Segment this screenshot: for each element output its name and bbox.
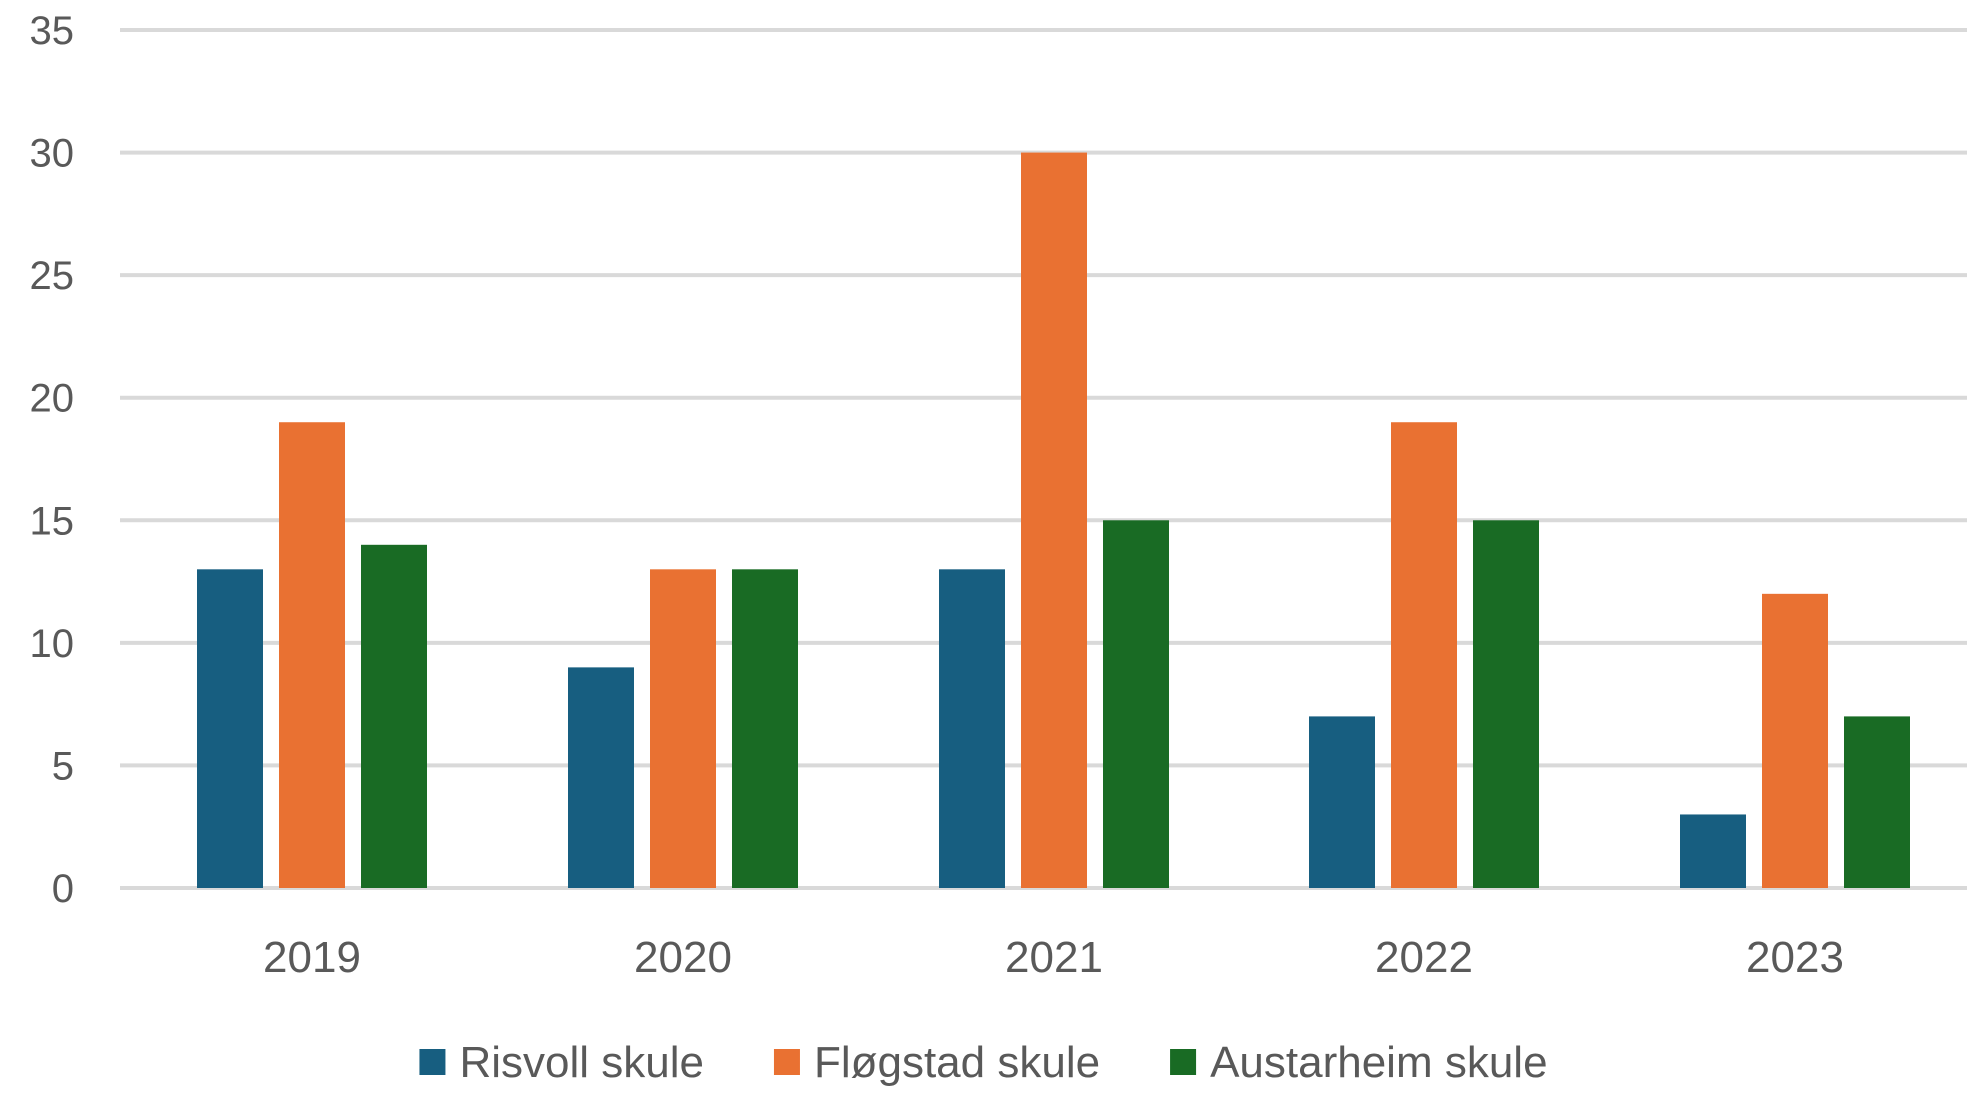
y-tick-label: 15 xyxy=(30,499,75,543)
bar-fl-gstad-skule-2020 xyxy=(650,569,716,888)
bar-austarheim-skule-2023 xyxy=(1844,716,1910,888)
legend-label-risvoll-skule: Risvoll skule xyxy=(459,1038,704,1087)
y-tick-label: 20 xyxy=(30,377,75,421)
legend-swatch-austarheim-skule xyxy=(1170,1049,1197,1075)
bar-austarheim-skule-2020 xyxy=(732,569,798,888)
y-axis-tick-labels: 0 5 10 15 20 25 30 35 xyxy=(30,9,75,911)
legend-label-fl-gstad-skule: Fløgstad skule xyxy=(814,1038,1100,1087)
legend-swatch-risvoll-skule xyxy=(419,1049,446,1075)
x-category-label: 2020 xyxy=(634,933,732,982)
bars xyxy=(197,152,1910,889)
bar-risvoll-skule-2023 xyxy=(1680,814,1746,888)
legend-swatch-fl-gstad-skule xyxy=(773,1049,800,1075)
legend: Risvoll skule Fløgstad skule Austarheim sk… xyxy=(419,1038,1548,1087)
y-tick-label: 5 xyxy=(52,744,74,788)
bar-fl-gstad-skule-2019 xyxy=(279,422,345,888)
x-category-label: 2023 xyxy=(1746,933,1844,982)
bar-risvoll-skule-2020 xyxy=(568,667,634,888)
y-tick-label: 30 xyxy=(30,132,75,176)
bar-fl-gstad-skule-2021 xyxy=(1021,152,1087,889)
bar-risvoll-skule-2021 xyxy=(939,569,1005,888)
bar-austarheim-skule-2019 xyxy=(361,544,427,888)
x-category-label: 2021 xyxy=(1005,933,1103,982)
y-tick-label: 10 xyxy=(30,622,75,666)
x-category-label: 2022 xyxy=(1375,933,1473,982)
legend-label-austarheim-skule: Austarheim skule xyxy=(1210,1038,1547,1087)
bar-risvoll-skule-2022 xyxy=(1309,716,1375,888)
bar-austarheim-skule-2021 xyxy=(1103,520,1169,888)
x-axis-category-labels: 2019 2020 2021 2022 2023 xyxy=(263,933,1844,982)
bar-fl-gstad-skule-2022 xyxy=(1391,422,1457,888)
y-tick-label: 35 xyxy=(30,9,75,53)
x-category-label: 2019 xyxy=(263,933,361,982)
bar-risvoll-skule-2019 xyxy=(197,569,263,888)
y-tick-label: 25 xyxy=(30,254,75,298)
bar-austarheim-skule-2022 xyxy=(1473,520,1539,888)
bar-fl-gstad-skule-2023 xyxy=(1762,593,1828,888)
y-tick-label: 0 xyxy=(52,867,74,911)
